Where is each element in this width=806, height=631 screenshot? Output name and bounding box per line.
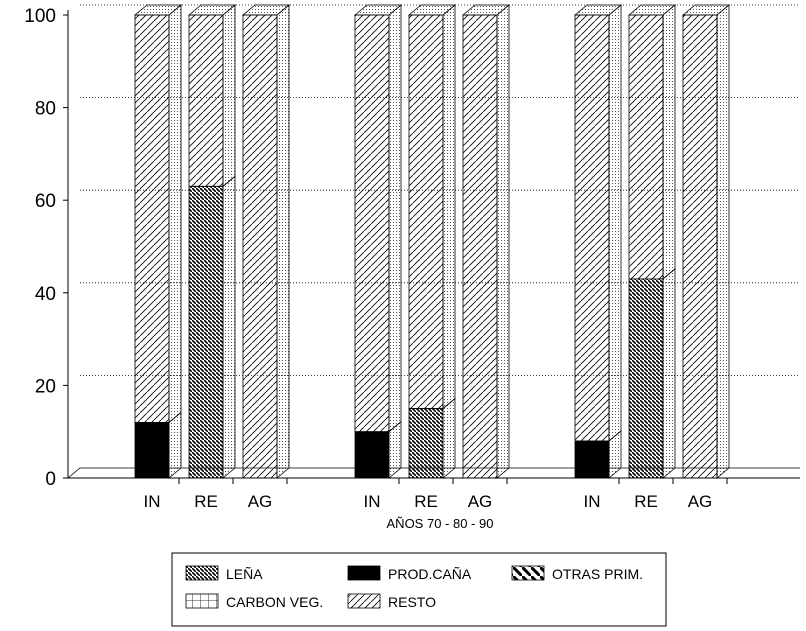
x-tick-label: RE — [414, 492, 438, 511]
bar-segment — [134, 422, 170, 479]
y-tick-label: 20 — [35, 376, 56, 397]
bar-side — [662, 4, 676, 280]
bar-side — [442, 4, 456, 410]
y-tick-label: 80 — [35, 99, 56, 120]
bar-segment — [574, 440, 610, 479]
legend-swatch — [185, 593, 219, 609]
y-tick-label: 100 — [24, 6, 56, 27]
bar-top — [133, 4, 183, 16]
x-axis-label: AÑOS 70 - 80 - 90 — [387, 516, 494, 531]
x-tick-label: IN — [584, 492, 601, 511]
bar-side — [276, 4, 290, 479]
bar-top — [681, 4, 731, 16]
bar-top — [407, 4, 457, 16]
x-tick-label: RE — [194, 492, 218, 511]
bar-top — [627, 4, 677, 16]
bar-side — [662, 268, 676, 479]
bar-side — [388, 4, 402, 433]
y-tick-label: 60 — [35, 191, 56, 212]
bar-segment — [408, 14, 444, 409]
bar-top — [241, 4, 291, 16]
legend-label: OTRAS PRIM. — [552, 566, 643, 582]
bar-segment — [408, 408, 444, 479]
bar-segment — [134, 14, 170, 423]
bar-side — [496, 4, 510, 479]
legend-label: LEÑA — [226, 566, 263, 582]
bar-segment — [188, 14, 224, 187]
bar-side — [716, 4, 730, 479]
bar-side — [222, 175, 236, 479]
legend-swatch — [511, 565, 545, 581]
bar-side — [442, 397, 456, 479]
x-tick-label: AG — [688, 492, 713, 511]
x-tick-label: RE — [634, 492, 658, 511]
bar-segment — [682, 14, 718, 479]
bar-top — [187, 4, 237, 16]
legend-swatch — [347, 565, 381, 581]
bar-segment — [354, 431, 390, 479]
y-tick-label: 0 — [45, 469, 56, 490]
floor-edge — [67, 467, 800, 479]
bar-segment — [628, 14, 664, 280]
x-tick-label: IN — [144, 492, 161, 511]
bar-side — [608, 4, 622, 442]
bar-segment — [462, 14, 498, 479]
legend-label: CARBON VEG. — [226, 594, 323, 610]
legend: LEÑA PROD.CAÑA OTRAS PRIM. CARBON VEG. RESTO — [171, 552, 667, 627]
x-tick-label: IN — [364, 492, 381, 511]
bar-top — [573, 4, 623, 16]
bar-segment — [242, 14, 278, 479]
bar-top — [353, 4, 403, 16]
x-tick-label: AG — [248, 492, 273, 511]
legend-label: PROD.CAÑA — [388, 566, 472, 582]
bar-segment — [628, 278, 664, 479]
legend-swatch — [347, 593, 381, 609]
y-tick-label: 40 — [35, 284, 56, 305]
legend-label: RESTO — [388, 594, 436, 610]
bar-segment — [188, 185, 224, 479]
legend-swatch — [185, 565, 219, 581]
bar-segment — [574, 14, 610, 442]
bar-side — [168, 4, 182, 424]
bar-side — [222, 4, 236, 188]
x-tick-label: AG — [468, 492, 493, 511]
bar-segment — [354, 14, 390, 433]
bar-top — [461, 4, 511, 16]
